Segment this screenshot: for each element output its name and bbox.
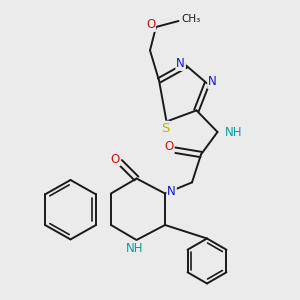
Text: N: N — [208, 75, 217, 88]
Text: NH: NH — [225, 125, 242, 139]
Text: NH: NH — [126, 242, 144, 255]
Text: CH₃: CH₃ — [181, 14, 200, 24]
Text: O: O — [111, 152, 120, 166]
Text: N: N — [176, 57, 185, 70]
Text: O: O — [165, 140, 174, 154]
Text: S: S — [161, 122, 169, 135]
Text: O: O — [146, 18, 155, 31]
Text: N: N — [167, 185, 176, 198]
